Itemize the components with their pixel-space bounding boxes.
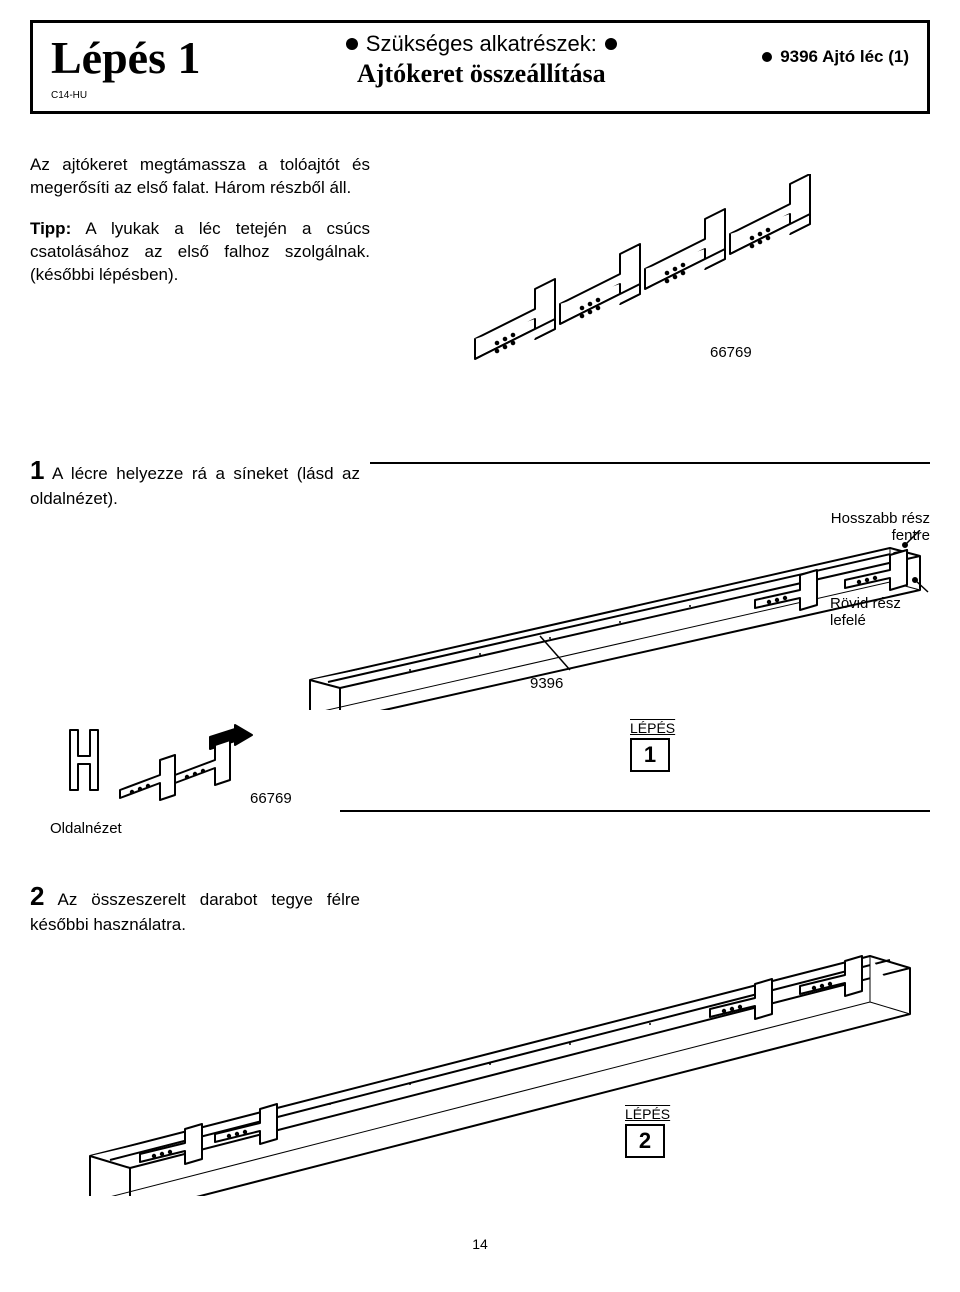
header-right: 9396 Ajtó léc (1) (762, 31, 909, 67)
brackets-illustration (460, 174, 830, 374)
step1-badge-label: LÉPÉS (630, 720, 675, 736)
step2-badge-label: LÉPÉS (625, 1106, 670, 1122)
divider (370, 462, 930, 464)
header-left: Lépés 1 C14-HU (51, 31, 201, 101)
step2-block: 2 Az összeszerelt darabot tegye félre ké… (30, 880, 930, 936)
step2-badge-box: 2 (625, 1124, 665, 1158)
divider (340, 810, 930, 812)
bullet-icon (762, 52, 772, 62)
step1-row: 1 A lécre helyezze rá a síneket (lásd az… (30, 454, 930, 510)
fig1-part-label: 66769 (710, 344, 752, 361)
bullet-icon (605, 38, 617, 50)
assembled-rail-illustration (70, 936, 930, 1196)
step1-text: A lécre helyezze rá a síneket (lásd az o… (30, 464, 360, 508)
step2-badge: LÉPÉS 2 (625, 1106, 670, 1158)
parts-label-row: Szükséges alkatrészek: (211, 31, 753, 57)
subtitle: Ajtókeret összeállítása (211, 59, 753, 89)
step2-figure-area: LÉPÉS 2 (30, 936, 930, 1196)
part-line: 9396 Ajtó léc (1) (780, 47, 909, 67)
step1-badge: LÉPÉS 1 (630, 720, 675, 772)
tip-text: A lyukak a léc tetején a csúcs csatolásá… (30, 219, 370, 284)
step1-instruction: 1 A lécre helyezze rá a síneket (lásd az… (30, 454, 360, 510)
step2-instruction: 2 Az összeszerelt darabot tegye félre ké… (30, 880, 360, 936)
step2-num: 2 (30, 881, 44, 911)
header-box: Lépés 1 C14-HU Szükséges alkatrészek: Aj… (30, 20, 930, 114)
sideview-illustration (60, 720, 340, 830)
part-main-label: 9396 (530, 675, 563, 692)
step2-text: Az összeszerelt darabot tegye félre késő… (30, 890, 360, 934)
header-center: Szükséges alkatrészek: Ajtókeret összeál… (201, 31, 763, 89)
bullet-icon (346, 38, 358, 50)
annot-bottom: Rövid rész lefelé (830, 595, 930, 629)
step2-badge-num: 2 (627, 1128, 663, 1154)
side-view-label: Oldalnézet (50, 820, 122, 837)
parts-label: Szükséges alkatrészek: (366, 31, 597, 57)
annot-bottom-text: Rövid rész lefelé (830, 595, 901, 629)
step1-badge-box: 1 (630, 738, 670, 772)
intro-text: Az ajtókeret megtámassza a tolóajtót és … (30, 154, 370, 200)
intro-section: Az ajtókeret megtámassza a tolóajtót és … (30, 154, 930, 374)
step1-num: 1 (30, 455, 44, 485)
doc-code: C14-HU (51, 90, 201, 101)
bracket-label: 66769 (250, 790, 292, 807)
tip-block: Tipp: A lyukak a léc tetején a csúcs csa… (30, 218, 370, 287)
page-number: 14 (30, 1236, 930, 1252)
step1-badge-num: 1 (632, 742, 668, 768)
step-title: Lépés 1 (51, 31, 201, 84)
tip-label: Tipp: (30, 219, 71, 238)
step1-figure-area: Hosszabb rész fentre (30, 510, 930, 850)
